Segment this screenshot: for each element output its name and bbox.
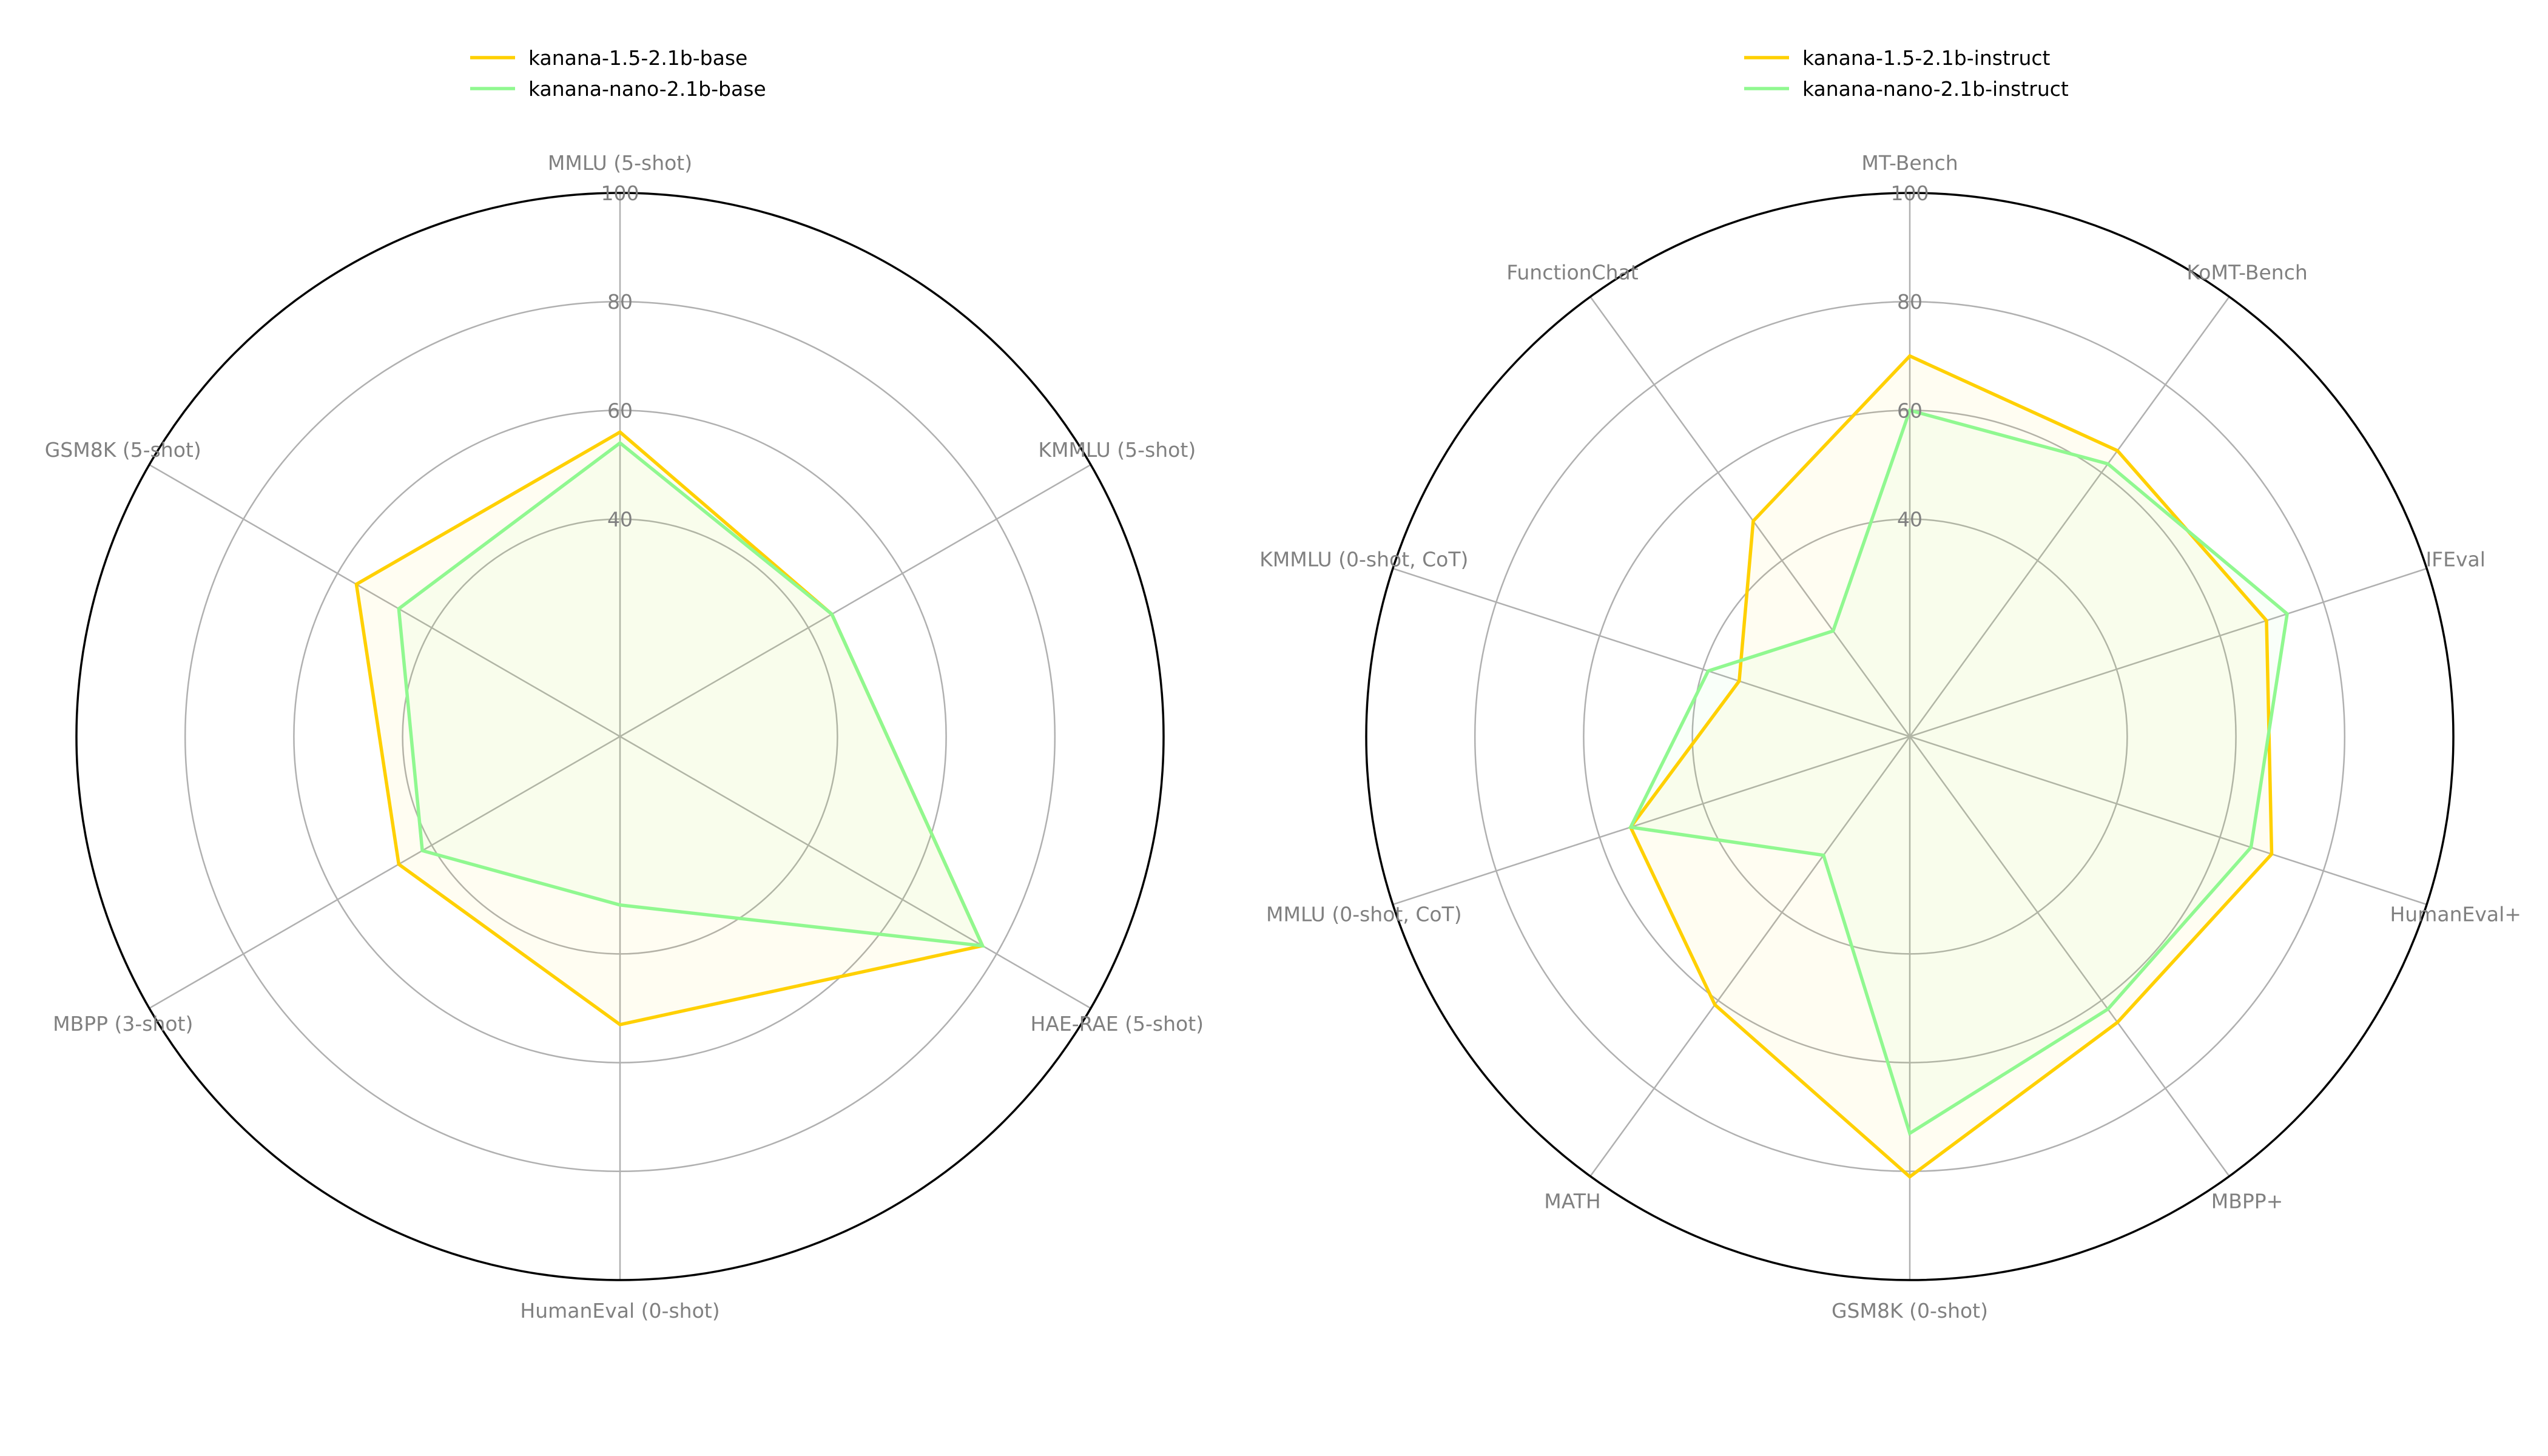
data-point-kanana-1-5-2-1b-instruct-mbpp bbox=[2116, 1021, 2119, 1024]
spoke-gsm8k-5-shot bbox=[149, 463, 621, 738]
data-point-kanana-nano-2-1b-base-mmlu-5-shot bbox=[619, 442, 621, 445]
category-label-mmlu-5-shot: MMLU (5-shot) bbox=[548, 151, 692, 175]
data-point-kanana-1-5-2-1b-instruct-functionchat bbox=[1751, 519, 1754, 522]
data-point-kanana-1-5-2-1b-instruct-gsm8k-0-shot bbox=[1909, 1175, 1911, 1178]
spoke-math bbox=[1589, 736, 1911, 1177]
outer-frame bbox=[1365, 192, 2455, 1281]
data-point-kanana-nano-2-1b-base-mbpp-3-shot bbox=[421, 849, 424, 852]
data-point-kanana-nano-2-1b-instruct-math bbox=[1822, 854, 1825, 857]
radial-tick-label: 40 bbox=[607, 508, 633, 531]
legend: kanana-1.5-2.1b-instruct kanana-nano-2.1b… bbox=[1744, 46, 2069, 101]
category-label-gsm8k-5-shot: GSM8K (5-shot) bbox=[45, 438, 201, 462]
category-label-komt-bench: KoMT-Bench bbox=[2186, 261, 2307, 285]
data-point-kanana-1-5-2-1b-instruct-humaneval bbox=[2270, 852, 2273, 855]
data-point-kanana-1-5-2-1b-base-humaneval-0-shot bbox=[619, 1023, 621, 1026]
data-point-kanana-1-5-2-1b-instruct-ifeval bbox=[2265, 619, 2268, 622]
base-models-radar-chart: 40 60 80 100 MMLU (5-shot) KMMLU (5-shot) HAE-… bbox=[45, 46, 1204, 1323]
data-point-kanana-nano-2-1b-instruct-ifeval bbox=[2286, 612, 2289, 615]
data-point-kanana-1-5-2-1b-base-gsm8k-5-shot bbox=[355, 583, 358, 586]
data-point-kanana-1-5-2-1b-instruct-math bbox=[1713, 1003, 1716, 1006]
legend-label-kanana-nano-2-1b-base: kanana-nano-2.1b-base bbox=[528, 77, 766, 101]
series-fill-kanana-nano-2-1b-base bbox=[399, 443, 983, 946]
radial-tick-label: 80 bbox=[1897, 290, 1923, 314]
category-label-hae-rae-5-shot: HAE-RAE (5-shot) bbox=[1030, 1012, 1204, 1036]
data-point-kanana-1-5-2-1b-base-mmlu-5-shot bbox=[619, 431, 621, 434]
radial-tick-label: 60 bbox=[1897, 399, 1923, 422]
category-label-math: MATH bbox=[1544, 1189, 1600, 1213]
data-point-kanana-nano-2-1b-base-humaneval-0-shot bbox=[619, 903, 621, 906]
category-label-functionchat: FunctionChat bbox=[1506, 261, 1639, 285]
data-point-kanana-nano-2-1b-instruct-mbpp bbox=[2106, 1008, 2109, 1011]
data-point-kanana-nano-2-1b-instruct-mt-bench bbox=[1909, 409, 1911, 412]
radial-tick-label: 80 bbox=[607, 290, 633, 314]
category-label-mbpp: MBPP+ bbox=[2211, 1189, 2283, 1213]
data-point-kanana-nano-2-1b-instruct-kmmlu-0-shot-cot bbox=[1707, 670, 1710, 673]
data-point-kanana-1-5-2-1b-instruct-mt-bench bbox=[1909, 354, 1911, 357]
legend-label-kanana-1-5-2-1b-instruct: kanana-1.5-2.1b-instruct bbox=[1802, 46, 2051, 70]
radial-tick-label: 60 bbox=[607, 399, 633, 422]
legend-label-kanana-nano-2-1b-instruct: kanana-nano-2.1b-instruct bbox=[1802, 77, 2069, 101]
data-point-kanana-nano-2-1b-instruct-humaneval bbox=[2250, 846, 2253, 849]
category-label-mbpp-3-shot: MBPP (3-shot) bbox=[53, 1012, 193, 1036]
spoke-ifeval bbox=[1909, 567, 2427, 738]
spoke-hae-rae-5-shot bbox=[619, 735, 1091, 1009]
outer-frame bbox=[75, 192, 1165, 1281]
spoke-komt-bench bbox=[1909, 296, 2230, 737]
spoke-mbpp bbox=[1909, 736, 2230, 1177]
series-fill-kanana-nano-2-1b-instruct bbox=[1630, 410, 2288, 1134]
data-point-kanana-1-5-2-1b-instruct-kmmlu-0-shot-cot bbox=[1737, 679, 1741, 682]
spoke-mbpp-3-shot bbox=[149, 735, 621, 1009]
data-point-kanana-nano-2-1b-base-kmmlu-5-shot bbox=[831, 613, 834, 616]
radial-tick-label: 40 bbox=[1897, 508, 1923, 531]
instruct-models-radar-chart: 40 60 80 100 MT-Bench KoMT-Bench IFEval HumanEv… bbox=[1259, 46, 2521, 1323]
data-point-kanana-nano-2-1b-instruct-functionchat bbox=[1832, 630, 1835, 633]
data-point-kanana-1-5-2-1b-instruct-komt-bench bbox=[2116, 449, 2119, 452]
data-point-kanana-1-5-2-1b-base-mbpp-3-shot bbox=[397, 863, 400, 866]
legend: kanana-1.5-2.1b-base kanana-nano-2.1b-bas… bbox=[470, 46, 766, 101]
data-point-kanana-nano-2-1b-base-gsm8k-5-shot bbox=[397, 607, 400, 610]
category-label-gsm8k-0-shot: GSM8K (0-shot) bbox=[1832, 1299, 1988, 1323]
category-label-ifeval: IFEval bbox=[2425, 548, 2485, 571]
radial-tick-label: 100 bbox=[1891, 181, 1929, 205]
category-label-humaneval-0-shot: HumanEval (0-shot) bbox=[520, 1299, 720, 1323]
legend-label-kanana-1-5-2-1b-base: kanana-1.5-2.1b-base bbox=[528, 46, 747, 70]
data-point-kanana-nano-2-1b-instruct-komt-bench bbox=[2106, 462, 2109, 465]
data-point-kanana-nano-2-1b-instruct-mmlu-0-shot-cot bbox=[1629, 826, 1632, 829]
spoke-mmlu-0-shot-cot bbox=[1392, 735, 1910, 906]
spoke-functionchat bbox=[1589, 296, 1911, 737]
radial-tick-label: 100 bbox=[601, 181, 639, 205]
spoke-kmmlu-0-shot-cot bbox=[1392, 567, 1910, 738]
category-label-kmmlu-5-shot: KMMLU (5-shot) bbox=[1038, 438, 1196, 462]
category-label-mt-bench: MT-Bench bbox=[1861, 151, 1958, 175]
data-point-kanana-nano-2-1b-base-hae-rae-5-shot bbox=[981, 944, 984, 947]
category-label-kmmlu-0-shot-cot: KMMLU (0-shot, CoT) bbox=[1259, 548, 1468, 571]
data-point-kanana-nano-2-1b-instruct-gsm8k-0-shot bbox=[1909, 1132, 1911, 1135]
spoke-humaneval bbox=[1909, 735, 2427, 906]
series-fill-kanana-1-5-2-1b-instruct bbox=[1630, 356, 2272, 1177]
category-label-mmlu-0-shot-cot: MMLU (0-shot, CoT) bbox=[1266, 902, 1462, 926]
category-label-humaneval: HumanEval+ bbox=[2390, 902, 2521, 926]
spoke-kmmlu-5-shot bbox=[619, 463, 1091, 738]
